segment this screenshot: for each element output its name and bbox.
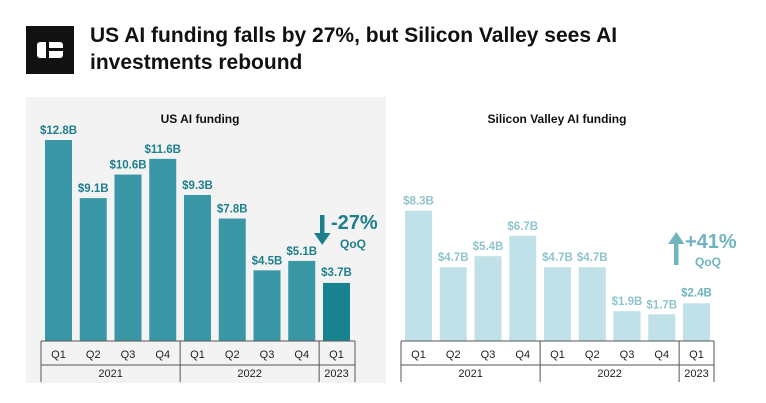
us-quarter-label: Q3 — [121, 349, 136, 361]
page-title: US AI funding falls by 27%, but Silicon … — [90, 24, 618, 74]
us-quarter-label: Q1 — [51, 349, 66, 361]
us-year-label: 2022 — [237, 368, 261, 380]
sv-value-label: $1.9B — [612, 296, 643, 308]
sv-value-label: $4.7B — [542, 252, 573, 264]
us-bar — [288, 260, 316, 341]
us-quarter-label: Q2 — [225, 349, 240, 361]
sv-bar — [439, 267, 467, 341]
us-value-label: $7.8B — [217, 204, 248, 216]
sv-axis: Q1 Q2 Q3 Q4 Q1 Q2 Q3 Q4 Q1 2021 2022 2023 — [400, 340, 715, 382]
sv-bar — [683, 303, 710, 341]
us-value-label: $4.5B — [252, 255, 283, 267]
sv-change-annotation: +41% QoQ — [668, 231, 737, 269]
us-value-label: $11.6B — [145, 144, 181, 156]
sv-quarter-label: Q3 — [620, 349, 635, 361]
us-bar — [149, 158, 177, 341]
sv-quarter-label: Q2 — [446, 349, 461, 361]
sv-value-label: $4.7B — [438, 252, 469, 264]
us-bar — [323, 282, 350, 341]
sv-value-labels: $8.3B $4.7B $5.4B$6.7B $4.7B $4.7B $1.9B $1.7B… — [403, 196, 712, 312]
arrow-up-icon — [668, 232, 685, 265]
us-quarter-label: Q1 — [329, 349, 344, 361]
sv-value-label: $1.7B — [646, 299, 677, 311]
us-value-label: $12.8B — [40, 125, 77, 137]
us-year-label: 2021 — [98, 368, 122, 380]
sv-bar — [613, 311, 641, 341]
sv-bar — [474, 256, 502, 341]
us-value-label: $5.1B — [286, 246, 317, 258]
us-quarter-label: Q2 — [86, 349, 101, 361]
us-quarter-label: Q1 — [190, 349, 205, 361]
us-bars — [45, 140, 350, 341]
us-bar — [253, 270, 281, 341]
us-change-annotation: -27% QoQ — [314, 212, 378, 251]
sv-year-label: 2023 — [684, 368, 708, 380]
us-bar — [79, 198, 107, 341]
us-year-label: 2023 — [324, 368, 348, 380]
us-chart-title: US AI funding — [161, 112, 240, 126]
us-quarter-label: Q4 — [294, 349, 309, 361]
sv-change-period: QoQ — [695, 255, 721, 269]
sv-quarter-label: Q1 — [550, 349, 565, 361]
us-value-label: $10.6B — [109, 160, 146, 172]
us-bar — [45, 140, 72, 341]
sv-value-label: $4.7B — [577, 252, 608, 264]
us-axis: Q1 Q2 Q3 Q4 Q1 Q2 Q3 Q4 Q1 2021 2022 2023 — [40, 340, 356, 382]
sv-quarter-label: Q4 — [515, 349, 530, 361]
us-quarter-label: Q4 — [155, 349, 170, 361]
sv-value-label: $5.4B — [473, 241, 504, 253]
us-change-period: QoQ — [340, 237, 366, 251]
sv-quarter-label: Q1 — [411, 349, 426, 361]
sv-quarter-label: Q2 — [585, 349, 600, 361]
us-bar — [218, 218, 246, 341]
sv-value-label: $8.3B — [403, 196, 434, 208]
us-value-label: $9.3B — [182, 180, 213, 192]
sv-bars — [405, 210, 710, 341]
us-bar — [184, 194, 211, 341]
sv-bar — [405, 210, 432, 341]
sv-quarter-label: Q3 — [481, 349, 496, 361]
sv-year-label: 2021 — [458, 368, 482, 380]
sv-chart-title: Silicon Valley AI funding — [488, 112, 627, 126]
sv-quarter-label: Q1 — [689, 349, 704, 361]
arrow-down-icon — [314, 215, 331, 245]
sv-year-label: 2022 — [597, 368, 621, 380]
sv-change-value: +41% — [685, 231, 737, 253]
sv-bar — [578, 267, 606, 341]
sv-bar — [509, 235, 537, 341]
us-change-value: -27% — [331, 212, 378, 234]
cb-logo-icon — [26, 26, 74, 74]
us-value-labels: $12.8B $9.1B$10.6B $11.6B $9.3B $7.8B $4.5B$5… — [40, 125, 352, 279]
sv-bar — [648, 314, 676, 341]
sv-quarter-label: Q4 — [654, 349, 669, 361]
sv-value-label: $2.4B — [681, 287, 712, 299]
us-quarter-label: Q3 — [260, 349, 275, 361]
sv-bar — [544, 267, 571, 341]
sv-value-label: $6.7B — [507, 221, 538, 233]
us-bar — [114, 174, 142, 341]
us-value-label: $3.7B — [321, 267, 352, 279]
us-value-label: $9.1B — [78, 183, 109, 195]
